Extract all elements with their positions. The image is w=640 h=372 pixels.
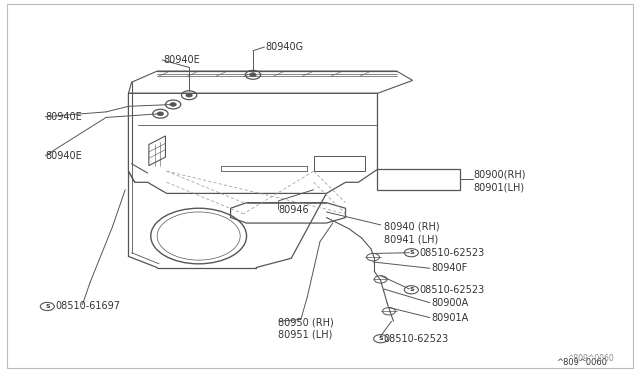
Circle shape — [170, 103, 176, 106]
Text: ^809^0060: ^809^0060 — [567, 354, 614, 363]
Text: 80941 (LH): 80941 (LH) — [384, 235, 438, 245]
Text: S: S — [378, 336, 383, 341]
Circle shape — [250, 73, 256, 77]
Text: 80901(LH): 80901(LH) — [473, 183, 524, 193]
Text: S: S — [45, 304, 50, 309]
Text: 08510-62523: 08510-62523 — [419, 248, 484, 258]
Text: 80940 (RH): 80940 (RH) — [384, 222, 440, 232]
Text: 80940G: 80940G — [266, 42, 304, 52]
Text: 80900(RH): 80900(RH) — [473, 170, 526, 180]
Text: 80940E: 80940E — [45, 112, 82, 122]
Text: ^809^0060: ^809^0060 — [556, 357, 607, 366]
Text: 80901A: 80901A — [432, 313, 469, 323]
Text: 80951 (LH): 80951 (LH) — [278, 330, 333, 340]
Circle shape — [157, 112, 164, 116]
Text: 08510-62523: 08510-62523 — [384, 334, 449, 344]
Text: 80950 (RH): 80950 (RH) — [278, 317, 334, 327]
Text: 80946: 80946 — [278, 205, 309, 215]
Text: 80940E: 80940E — [164, 55, 200, 65]
Text: S: S — [409, 250, 413, 255]
Circle shape — [186, 93, 192, 97]
Text: 08510-62523: 08510-62523 — [419, 285, 484, 295]
Text: 08510-61697: 08510-61697 — [55, 301, 120, 311]
Text: 80940F: 80940F — [432, 263, 468, 273]
Text: 80900A: 80900A — [432, 298, 469, 308]
Text: 80940E: 80940E — [45, 151, 82, 161]
Text: S: S — [409, 287, 413, 292]
